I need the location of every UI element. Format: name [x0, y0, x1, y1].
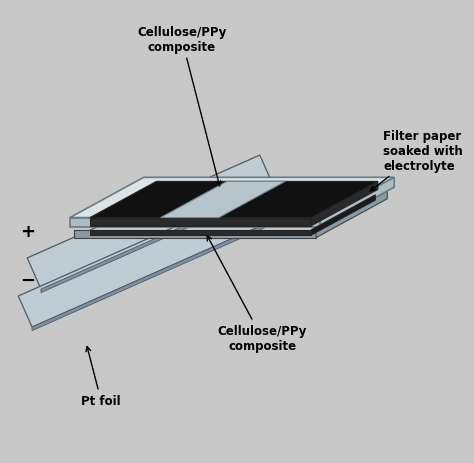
Polygon shape — [18, 194, 264, 327]
Polygon shape — [70, 218, 320, 228]
Polygon shape — [311, 195, 375, 236]
Text: +: + — [20, 223, 35, 240]
Text: −: − — [20, 272, 35, 289]
Polygon shape — [90, 230, 311, 236]
Polygon shape — [32, 225, 264, 331]
Polygon shape — [90, 182, 378, 218]
Polygon shape — [27, 156, 273, 289]
Text: Pt foil: Pt foil — [82, 347, 121, 407]
Polygon shape — [70, 178, 394, 218]
Text: Filter paper
soaked with
electrolyte: Filter paper soaked with electrolyte — [370, 130, 463, 191]
Polygon shape — [316, 191, 387, 238]
Polygon shape — [320, 178, 394, 228]
Polygon shape — [311, 182, 378, 226]
Text: Cellulose/PPy
composite: Cellulose/PPy composite — [137, 25, 227, 187]
Polygon shape — [74, 230, 316, 238]
Text: Cellulose/PPy
composite: Cellulose/PPy composite — [207, 236, 307, 353]
Polygon shape — [41, 187, 273, 293]
Polygon shape — [161, 182, 285, 218]
Polygon shape — [90, 218, 311, 226]
